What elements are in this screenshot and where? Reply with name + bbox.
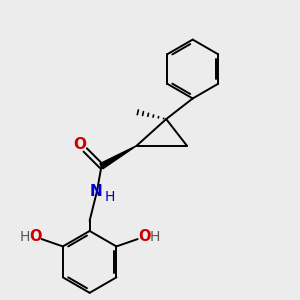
Polygon shape [100, 146, 137, 169]
Text: O: O [74, 137, 86, 152]
Text: H: H [20, 230, 30, 244]
Text: O: O [138, 229, 150, 244]
Text: H: H [104, 190, 115, 203]
Text: O: O [29, 229, 41, 244]
Text: H: H [149, 230, 160, 244]
Text: N: N [89, 184, 102, 199]
